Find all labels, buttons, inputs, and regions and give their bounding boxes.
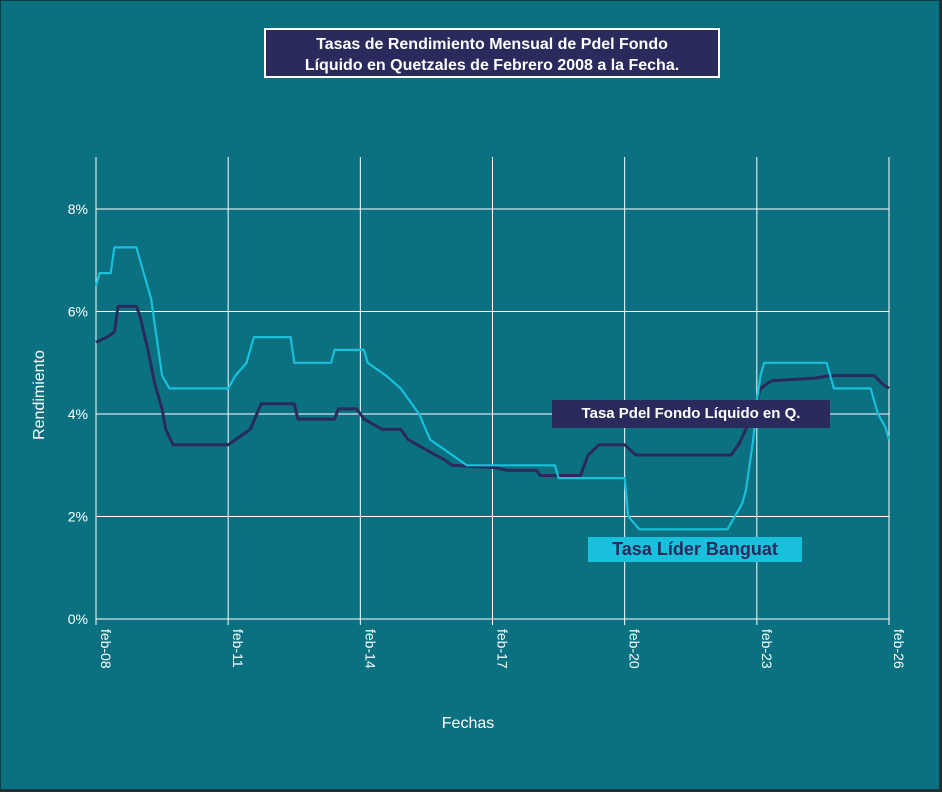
series-label-fondo: Tasa Pdel Fondo Líquido en Q. [552, 400, 830, 428]
y-tick-label: 0% [68, 611, 88, 627]
x-tick-label: feb-23 [759, 629, 775, 669]
series-line-banguat [94, 246, 891, 531]
chart-title-line-1: Tasas de Rendimiento Mensual de Pdel Fon… [316, 36, 668, 53]
grid-layer [95, 157, 890, 625]
x-tick-label: feb-08 [98, 629, 114, 669]
x-tick-label: feb-14 [362, 629, 378, 669]
chart-title: Tasas de Rendimiento Mensual de Pdel Fon… [264, 28, 720, 78]
chart-title-line-2: Líquido en Quetzales de Febrero 2008 a l… [304, 57, 680, 74]
x-tick-label: feb-17 [495, 629, 511, 669]
y-tick-label: 6% [68, 304, 88, 320]
y-tick-label: 4% [68, 406, 88, 422]
x-tick-label: feb-20 [627, 629, 643, 669]
tick-layer: 0% 2% 4% 6% 8% feb-08 feb-11 feb-14 feb-17 feb-20… [68, 201, 907, 669]
series-layer [94, 246, 891, 531]
x-tick-label: feb-11 [230, 629, 246, 668]
y-tick-label: 8% [68, 201, 88, 217]
x-tick-label: feb-26 [891, 629, 907, 669]
series-label-banguat: Tasa Líder Banguat [588, 537, 802, 562]
x-axis-label: Fechas [442, 715, 494, 732]
y-axis-label: Rendimiento [31, 350, 48, 440]
series-line-fondo [95, 304, 890, 477]
y-tick-label: 2% [68, 509, 88, 525]
